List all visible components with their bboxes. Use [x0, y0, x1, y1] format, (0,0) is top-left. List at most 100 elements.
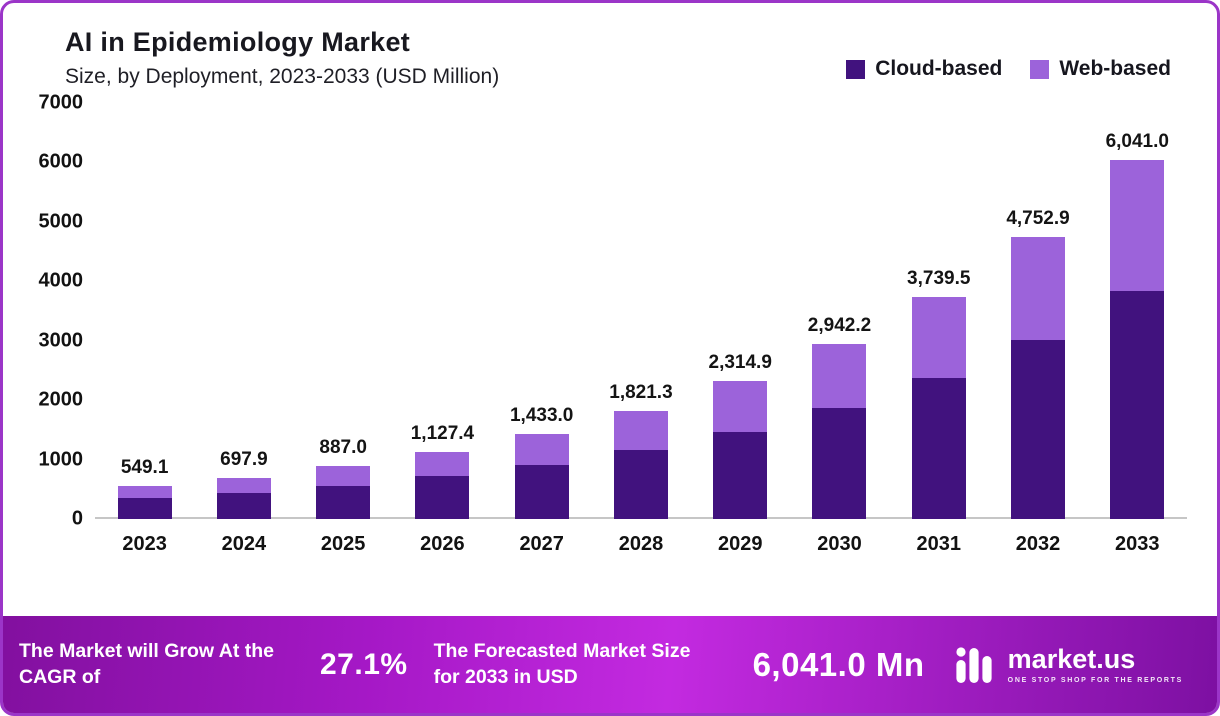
- y-tick-label: 3000: [38, 329, 84, 352]
- bar-total-label: 3,739.5: [907, 267, 971, 289]
- web-based-segment: [117, 486, 172, 499]
- cloud-based-segment: [415, 476, 470, 519]
- stacked-bar: [911, 296, 966, 519]
- bar-column-2028: 1,821.3 2028: [591, 103, 690, 569]
- web-based-segment: [613, 410, 668, 451]
- y-axis: 0 1000 2000 3000 4000 5000 6000 7000: [17, 92, 95, 530]
- cagr-value: 27.1%: [320, 647, 408, 681]
- footer-banner: The Market will Grow At the CAGR of 27.1…: [3, 616, 1217, 713]
- web-based-segment: [713, 381, 768, 432]
- bar-total-label: 1,433.0: [509, 404, 574, 426]
- bar-column-2023: 549.1 2023: [95, 103, 194, 569]
- legend-swatch: [1030, 59, 1050, 79]
- stacked-bar: [1110, 160, 1165, 519]
- x-tick-label: 2030: [817, 532, 862, 555]
- legend-item-cloud-based: Cloud-based: [846, 57, 1002, 81]
- y-tick-label: 4000: [38, 269, 84, 292]
- cagr-text: The Market will Grow At the CAGR of: [19, 639, 274, 688]
- x-tick-label: 2028: [618, 532, 664, 555]
- x-tick-label: 2032: [1015, 532, 1061, 555]
- page-title: AI in Epidemiology Market: [65, 27, 411, 57]
- chart-subtitle: Size, by Deployment, 2023-2033 (USD Mill…: [65, 65, 500, 88]
- legend-label: Cloud-based: [875, 57, 1003, 80]
- x-tick-label: 2023: [122, 532, 167, 555]
- cloud-based-segment: [812, 407, 867, 519]
- stacked-bar: [316, 466, 371, 519]
- bar-column-2032: 4,752.9 2032: [988, 103, 1087, 569]
- plot-area: 549.1 2023 697.9 2024 887.0 2025 1,127.4 2026 1,…: [95, 103, 1187, 569]
- web-based-segment: [812, 344, 867, 408]
- stacked-bar: [713, 381, 768, 519]
- cloud-based-segment: [216, 492, 271, 519]
- bar-total-label: 4,752.9: [1006, 207, 1070, 229]
- bar-total-label: 887.0: [319, 437, 367, 459]
- logo-text-block: market.us ONE STOP SHOP FOR THE REPORTS: [1007, 643, 1183, 684]
- bar-column-2025: 887.0 2025: [294, 103, 393, 569]
- legend-label: Web-based: [1059, 57, 1171, 80]
- legend-swatch: [846, 59, 866, 79]
- web-based-segment: [316, 466, 371, 486]
- forecast-value: 6,041.0 Mn: [752, 645, 925, 683]
- stacked-bar: [514, 433, 569, 519]
- web-based-segment: [1011, 236, 1066, 340]
- chart-legend: Cloud-based Web-based: [846, 57, 1171, 81]
- x-tick-label: 2027: [519, 532, 564, 555]
- legend-item-web-based: Web-based: [1030, 57, 1171, 81]
- bar-column-2026: 1,127.4 2026: [393, 103, 492, 569]
- x-tick-label: 2029: [717, 532, 763, 555]
- cloud-based-segment: [117, 498, 172, 519]
- web-based-segment: [911, 296, 966, 378]
- bar-total-label: 2,942.2: [807, 315, 872, 337]
- bar-column-2024: 697.9 2024: [194, 103, 293, 569]
- bar-column-2029: 2,314.9 2029: [691, 103, 790, 569]
- y-tick-label: 6000: [38, 150, 84, 173]
- marketus-logo: market.us ONE STOP SHOP FOR THE REPORTS: [954, 645, 1183, 685]
- cloud-based-segment: [316, 485, 371, 519]
- bar-total-label: 1,127.4: [410, 423, 475, 445]
- stacked-bar: [216, 477, 271, 519]
- stacked-bar: [613, 410, 668, 519]
- bar-total-label: 2,314.9: [708, 352, 772, 374]
- bar-chart: 0 1000 2000 3000 4000 5000 6000 7000 549.1 2023 6…: [3, 89, 1217, 569]
- bar-total-label: 549.1: [120, 457, 169, 479]
- stacked-bar: [1011, 236, 1066, 519]
- y-tick-label: 0: [71, 507, 83, 530]
- stacked-bar: [415, 452, 470, 519]
- logo-tagline: ONE STOP SHOP FOR THE REPORTS: [1007, 676, 1183, 684]
- logo-wordmark: market.us: [1007, 643, 1136, 674]
- web-based-segment: [415, 452, 470, 477]
- x-tick-label: 2033: [1115, 532, 1160, 555]
- x-tick-label: 2025: [320, 532, 366, 555]
- web-based-segment: [216, 477, 271, 493]
- stacked-bar: [117, 486, 172, 519]
- bar-total-label: 6,041.0: [1105, 131, 1169, 153]
- x-tick-label: 2024: [221, 532, 267, 555]
- cloud-based-segment: [1110, 291, 1165, 519]
- web-based-segment: [514, 433, 569, 465]
- bar-columns: 549.1 2023 697.9 2024 887.0 2025 1,127.4 2026 1,…: [95, 103, 1187, 569]
- title-block: AI in Epidemiology Market Size, by Deplo…: [65, 27, 499, 89]
- cloud-based-segment: [1011, 339, 1066, 519]
- cloud-based-segment: [911, 377, 966, 519]
- bar-total-label: 1,821.3: [609, 381, 673, 403]
- y-tick-label: 2000: [38, 388, 84, 411]
- cloud-based-segment: [613, 450, 668, 519]
- bar-column-2030: 2,942.2 2030: [790, 103, 889, 569]
- y-tick-label: 7000: [38, 91, 84, 114]
- web-based-segment: [1110, 160, 1165, 292]
- x-tick-label: 2026: [420, 532, 465, 555]
- stacked-bar: [812, 344, 867, 519]
- bar-column-2027: 1,433.0 2027: [492, 103, 591, 569]
- y-tick-label: 1000: [38, 448, 84, 471]
- cloud-based-segment: [713, 431, 768, 519]
- marketus-logo-icon: [954, 645, 996, 685]
- bar-column-2033: 6,041.0 2033: [1088, 103, 1187, 569]
- y-tick-label: 5000: [38, 210, 84, 233]
- bar-total-label: 697.9: [220, 448, 268, 470]
- forecast-text: The Forecasted Market Size for 2033 in U…: [433, 639, 691, 688]
- cloud-based-segment: [514, 464, 569, 519]
- bar-column-2031: 3,739.5 2031: [889, 103, 988, 569]
- x-tick-label: 2031: [916, 532, 962, 555]
- chart-header: AI in Epidemiology Market Size, by Deplo…: [3, 3, 1217, 89]
